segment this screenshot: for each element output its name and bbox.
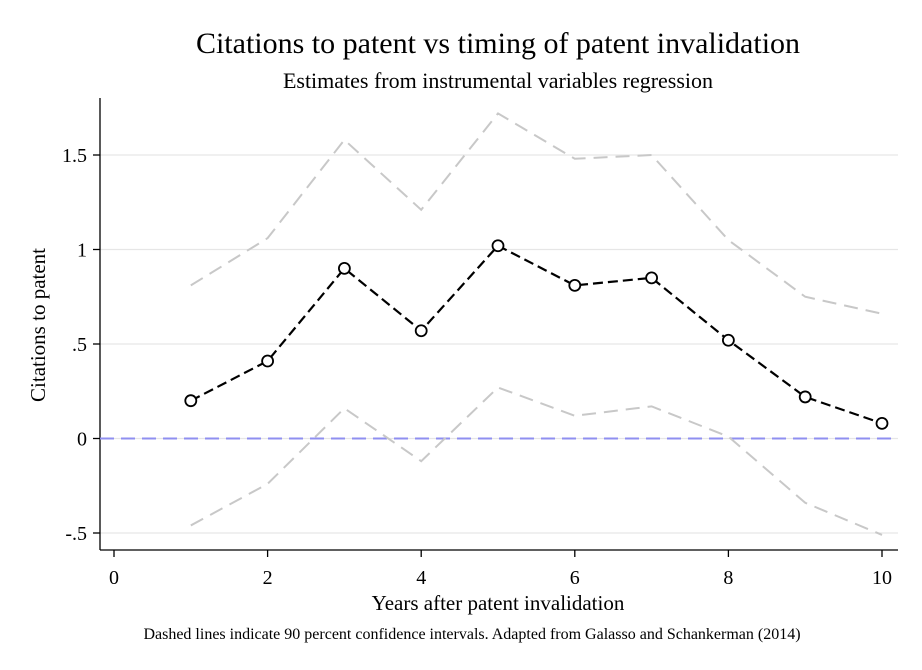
chart-title: Citations to patent vs timing of patent …	[196, 27, 800, 60]
y-tick-label: 0	[77, 429, 87, 451]
data-point	[877, 418, 888, 429]
x-tick-label: 8	[723, 567, 733, 589]
series-line-estimate	[191, 246, 882, 424]
y-tick-label: 1.5	[62, 145, 87, 167]
y-tick-label: 1	[77, 240, 87, 262]
data-point	[723, 335, 734, 346]
data-point	[185, 395, 196, 406]
data-point	[800, 391, 811, 402]
chart-subtitle: Estimates from instrumental variables re…	[283, 68, 713, 93]
x-tick-label: 6	[570, 567, 580, 589]
x-tick-label: 2	[263, 567, 273, 589]
data-point	[416, 325, 427, 336]
chart-note: Dashed lines indicate 90 percent confide…	[143, 626, 800, 643]
plot-area: -.5 0 .5 1 1.5 0 2 4 6 8 10	[62, 98, 898, 589]
series-line-lower-ci	[191, 387, 882, 534]
x-tick-label: 4	[416, 567, 426, 589]
x-tick-label: 10	[872, 567, 892, 589]
data-point	[569, 280, 580, 291]
x-tick-label: 0	[109, 567, 119, 589]
series-line-upper-ci	[191, 113, 882, 313]
y-tick-label: -.5	[65, 523, 87, 545]
data-point	[493, 240, 504, 251]
data-point	[646, 272, 657, 283]
y-axis-title: Citations to patent	[26, 248, 50, 402]
x-axis-title: Years after patent invalidation	[372, 591, 625, 615]
y-tick-label: .5	[72, 334, 87, 356]
data-point	[339, 263, 350, 274]
data-point	[262, 356, 273, 367]
